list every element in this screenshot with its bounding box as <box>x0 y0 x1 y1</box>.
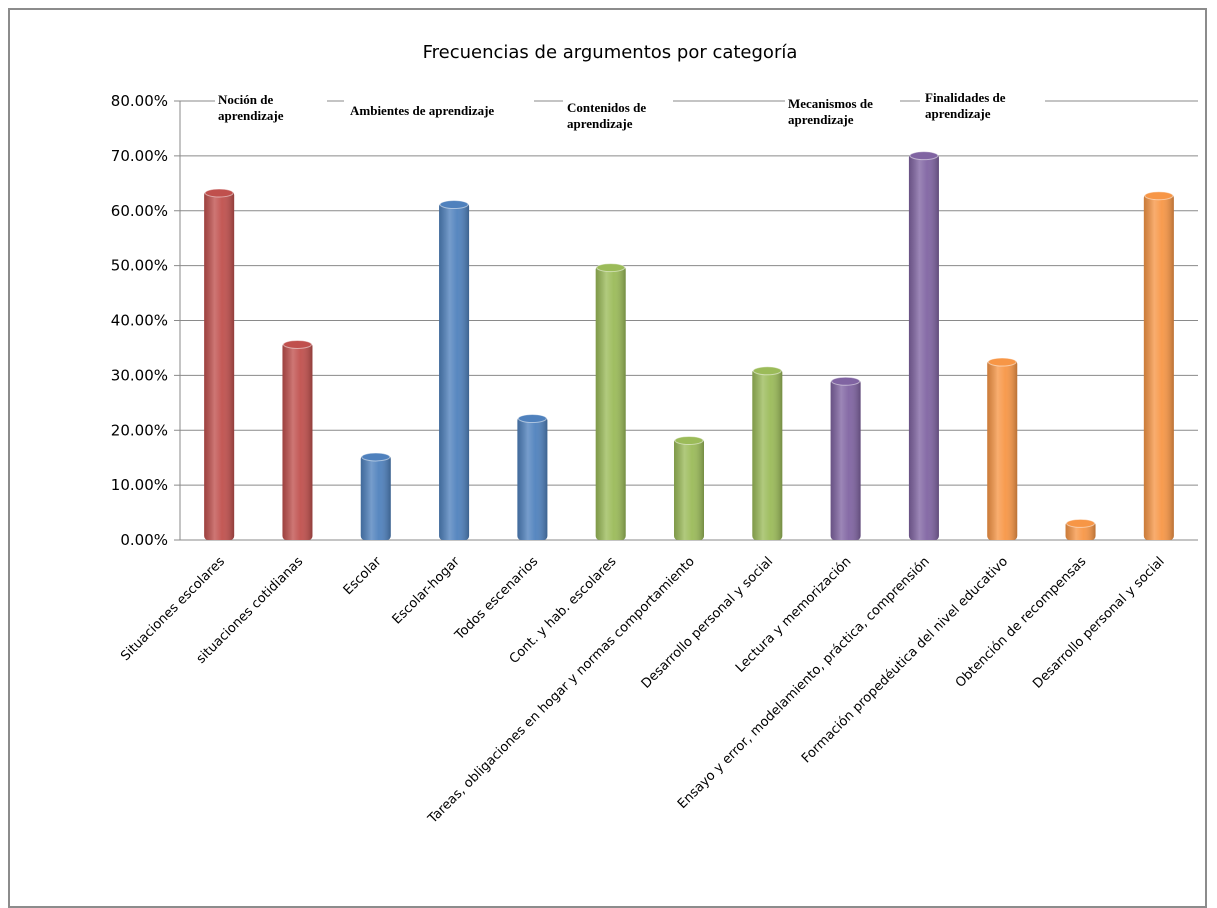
bar <box>752 366 783 540</box>
x-tick-label: Tareas, obligaciones en hogar y normas c… <box>425 554 698 827</box>
bar-shading <box>517 416 548 540</box>
bar <box>674 435 704 540</box>
chart-title: Frecuencias de argumentos por categoría <box>423 42 798 63</box>
bar-shading <box>1143 193 1174 540</box>
bar-cap <box>361 452 391 462</box>
bar <box>204 188 235 540</box>
grid-lines <box>174 100 1198 541</box>
bar-cap <box>752 366 782 376</box>
bar-shading <box>204 190 235 540</box>
y-tick-label: 50.00% <box>111 257 168 275</box>
bar <box>1143 191 1174 540</box>
bar <box>439 200 470 541</box>
x-tick-label: Desarrollo personal y social <box>639 554 776 691</box>
bar <box>360 452 391 540</box>
bar-shading <box>752 368 783 540</box>
bar <box>282 339 313 540</box>
group-label-box <box>215 90 327 130</box>
group-label-box <box>785 94 900 130</box>
bar <box>517 414 548 540</box>
group-label-box <box>563 98 673 131</box>
bar-shading <box>987 360 1018 540</box>
group-label: Noción de aprendizaje <box>218 92 284 123</box>
x-tick-label: Obtención de recompensas <box>953 554 1090 691</box>
x-tick-label: Todos escenarios <box>452 554 542 644</box>
group-label-box <box>344 100 534 122</box>
bar <box>987 357 1018 540</box>
bar-shading <box>595 265 626 540</box>
bar-cap <box>517 414 547 424</box>
chart: Frecuencias de argumentos por categoría … <box>111 42 1198 828</box>
bar <box>830 376 861 540</box>
y-tick-label: 10.00% <box>111 476 168 494</box>
bar-shading <box>360 454 391 540</box>
x-tick-label: Desarrollo personal y social <box>1030 554 1167 691</box>
bar-cap <box>282 339 312 349</box>
y-tick-label: 40.00% <box>111 312 168 330</box>
bar-cap <box>596 263 626 273</box>
group-label: Mecanismos de aprendizaje <box>788 96 873 127</box>
x-tick-label: Escolar-hogar <box>390 554 464 628</box>
bar-cap <box>674 435 704 445</box>
y-tick-label: 0.00% <box>120 531 168 549</box>
y-axis-ticks: 0.00% 10.00% 20.00% 30.00% 40.00% 50.00% 60.00… <box>111 92 168 549</box>
group-label: Finalidades de aprendizaje <box>925 90 1006 121</box>
bar-shading <box>674 438 704 540</box>
group-label: Ambientes de aprendizaje <box>350 103 494 118</box>
bar-shading <box>439 202 470 541</box>
bar-shading <box>830 379 861 540</box>
bar-cap <box>204 188 234 198</box>
y-tick-label: 70.00% <box>111 147 168 165</box>
bar-cap <box>909 151 939 161</box>
bar-cap <box>1144 191 1174 201</box>
bar-shading <box>282 342 313 540</box>
bar-cap <box>987 357 1017 367</box>
bars <box>204 151 1174 541</box>
y-tick-label: 20.00% <box>111 421 168 439</box>
group-labels: Noción de aprendizaje Ambientes de aprendi… <box>215 88 1045 131</box>
group-label: Contenidos de aprendizaje <box>567 100 646 131</box>
bar <box>595 263 626 540</box>
bar-cap <box>831 376 861 386</box>
y-tick-label: 80.00% <box>111 92 168 110</box>
bar-cap <box>1066 518 1096 528</box>
bar <box>1065 518 1096 540</box>
bar-cap <box>439 200 469 210</box>
y-tick-label: 60.00% <box>111 202 168 220</box>
x-tick-label: Escolar <box>341 554 385 598</box>
bar <box>908 151 939 540</box>
y-tick-label: 30.00% <box>111 366 168 384</box>
bar-shading <box>908 153 939 540</box>
group-label-box <box>920 88 1045 120</box>
